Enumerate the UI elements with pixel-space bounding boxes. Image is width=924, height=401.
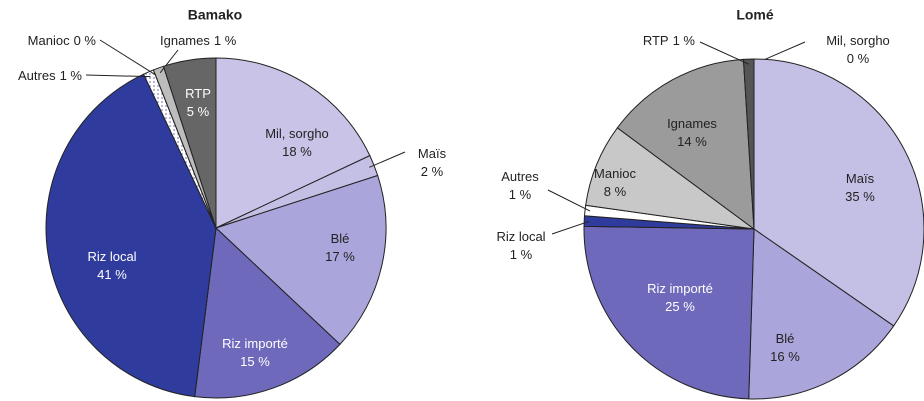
slice-label: RTP 5 % (185, 86, 211, 119)
value-label: 14 % (677, 134, 707, 149)
pie-slice (215, 174, 387, 346)
value-label: 17 % (325, 249, 355, 264)
value-label: 1 % (60, 68, 83, 83)
value-label: 1 % (214, 33, 237, 48)
pie-slice (742, 58, 755, 230)
category-label: Mil, sorgho (826, 33, 890, 48)
category-label: Manioc (28, 33, 70, 48)
category-label: Manioc (594, 166, 636, 181)
category-label: Riz importé (222, 336, 288, 351)
pie-slice (215, 57, 371, 229)
leader-line (551, 220, 590, 235)
leader-line (85, 74, 151, 78)
category-label: Autres (501, 169, 539, 184)
slice-label: Maïs 2 % (418, 146, 447, 179)
pie-slice (748, 228, 895, 400)
slice-label: Autres 1 % (18, 68, 82, 83)
chart-title: Lomé (736, 7, 774, 23)
slice-label: Riz local 1 % (496, 229, 545, 262)
category-label: Autres (18, 68, 56, 83)
slice-label: Manioc 8 % (594, 166, 636, 199)
slice-label: Riz importé 25 % (647, 281, 713, 314)
slice-label: Mil, sorgho 18 % (265, 126, 329, 159)
pie-slice (753, 58, 924, 327)
category-label: Riz local (496, 229, 545, 244)
slice-label: Manioc 0 % (28, 33, 97, 48)
category-label: Riz local (87, 249, 136, 264)
category-label: Blé (776, 331, 795, 346)
pie-slice (583, 225, 755, 400)
slice-label: Ignames 14 % (667, 116, 717, 149)
category-label: Mil, sorgho (265, 126, 329, 141)
slice-label: Blé 17 % (325, 231, 355, 264)
value-label: 18 % (282, 144, 312, 159)
chart-title: Bamako (188, 7, 242, 23)
value-label: 2 % (421, 164, 444, 179)
slice-label: Blé 16 % (770, 331, 800, 364)
leader-line (369, 151, 406, 168)
slice-label: Mil, sorgho 0 % (826, 33, 890, 66)
category-label: Maïs (418, 146, 447, 161)
category-label: Blé (331, 231, 350, 246)
value-label: 0 % (847, 51, 870, 66)
category-label: Maïs (846, 171, 875, 186)
value-label: 5 % (187, 104, 210, 119)
pie-slice (194, 226, 341, 399)
value-label: 41 % (97, 267, 127, 282)
value-label: 1 % (509, 187, 532, 202)
value-label: 1 % (673, 33, 696, 48)
slice-label: Maïs 35 % (845, 171, 875, 204)
category-label: Ignames (160, 33, 210, 48)
leader-line (99, 39, 156, 76)
leader-line (547, 189, 591, 212)
category-label: RTP (643, 33, 669, 48)
leader-line (159, 49, 179, 74)
value-label: 35 % (845, 189, 875, 204)
slice-label: Ignames 1 % (160, 33, 237, 48)
category-label: RTP (185, 86, 211, 101)
pie-slice (616, 58, 755, 231)
category-label: Riz importé (647, 281, 713, 296)
leader-line (699, 41, 750, 65)
pie-slice (162, 57, 217, 229)
category-label: Ignames (667, 116, 717, 131)
slice-label: Autres 1 % (501, 169, 539, 202)
value-label: 15 % (240, 354, 270, 369)
pie-slice (45, 73, 217, 398)
slice-label: Riz local 41 % (87, 249, 136, 282)
value-label: 8 % (604, 184, 627, 199)
value-label: 25 % (665, 299, 695, 314)
value-label: 1 % (510, 247, 533, 262)
value-label: 16 % (770, 349, 800, 364)
slice-label: Riz importé 15 % (222, 336, 288, 369)
value-label: 0 % (74, 33, 97, 48)
slice-label: RTP 1 % (643, 33, 696, 48)
